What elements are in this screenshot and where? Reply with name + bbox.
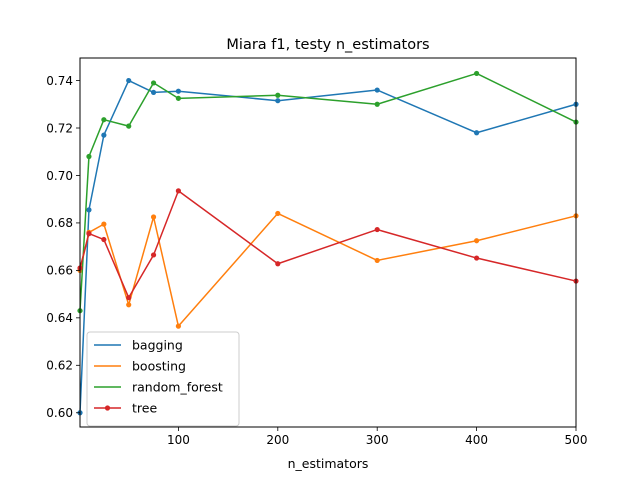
data-point-tree-400 (474, 255, 480, 261)
legend-item-bagging: bagging (94, 337, 183, 352)
data-point-bagging-10 (86, 207, 92, 213)
data-point-boosting-300 (374, 257, 380, 264)
data-point-bagging-25 (101, 132, 107, 138)
data-point-random_forest-50 (126, 123, 132, 129)
data-point-boosting-50 (126, 302, 132, 308)
legend-box (86, 331, 240, 427)
data-point-bagging-200 (275, 98, 281, 104)
series-line-random_forest (79, 72, 577, 311)
x-axis-label: n_estimators (288, 456, 369, 471)
data-point-boosting-100 (175, 323, 181, 329)
series-line-bagging (79, 79, 577, 413)
plot-frame (79, 57, 577, 428)
data-point-bagging-300 (374, 87, 380, 93)
data-point-tree-100 (175, 188, 181, 194)
y-tick-label: 0.66 (46, 264, 73, 278)
data-point-random_forest-100 (175, 95, 181, 101)
y-tick-label: 0.72 (46, 121, 73, 135)
data-point-tree-25 (101, 236, 107, 243)
series-line-boosting (79, 212, 577, 327)
data-point-bagging-400 (474, 130, 480, 136)
y-tick-label: 0.62 (46, 359, 73, 373)
data-point-boosting-400 (474, 238, 480, 244)
data-point-bagging-50 (126, 77, 132, 84)
data-point-random_forest-75 (150, 80, 157, 86)
y-tick-label: 0.60 (46, 406, 73, 420)
legend-label: boosting (132, 358, 186, 373)
data-point-random_forest-200 (275, 92, 281, 98)
y-tick-label: 0.74 (46, 74, 73, 88)
legend-item-random_forest: random_forest (94, 379, 223, 394)
x-tick-label: 300 (366, 433, 389, 447)
legend-label: random_forest (132, 379, 223, 394)
legend-marker (104, 405, 111, 411)
legend-item-boosting: boosting (94, 358, 186, 373)
data-point-tree-200 (275, 261, 281, 267)
data-point-tree-50 (126, 295, 132, 301)
data-point-bagging-75 (150, 89, 157, 96)
y-tick-label: 0.70 (46, 169, 73, 183)
data-point-boosting-25 (101, 221, 107, 227)
data-point-boosting-75 (150, 214, 157, 220)
data-point-tree-300 (374, 226, 380, 233)
series-line-tree (79, 190, 577, 299)
legend-item-tree: tree (94, 400, 157, 415)
y-tick-label: 0.64 (46, 311, 73, 325)
data-point-boosting-200 (275, 210, 281, 217)
x-tick-label: 100 (167, 433, 190, 447)
data-point-random_forest-10 (86, 153, 92, 160)
data-point-random_forest-300 (374, 101, 380, 107)
series-tree (77, 188, 579, 301)
x-tick-label: 500 (565, 433, 588, 447)
series-bagging (77, 77, 579, 416)
x-tick-label: 400 (465, 433, 488, 447)
data-point-tree-75 (150, 252, 157, 258)
series-random_forest (77, 70, 579, 314)
data-point-tree-10 (86, 231, 92, 237)
legend-label: tree (132, 400, 157, 415)
x-tick-label: 200 (266, 433, 289, 447)
data-point-random_forest-25 (101, 117, 107, 123)
y-tick-label: 0.68 (46, 216, 73, 230)
data-point-bagging-100 (175, 88, 181, 94)
data-point-random_forest-400 (474, 70, 480, 77)
legend-label: bagging (132, 337, 183, 352)
chart-title: Miara f1, testy n_estimators (226, 37, 429, 53)
